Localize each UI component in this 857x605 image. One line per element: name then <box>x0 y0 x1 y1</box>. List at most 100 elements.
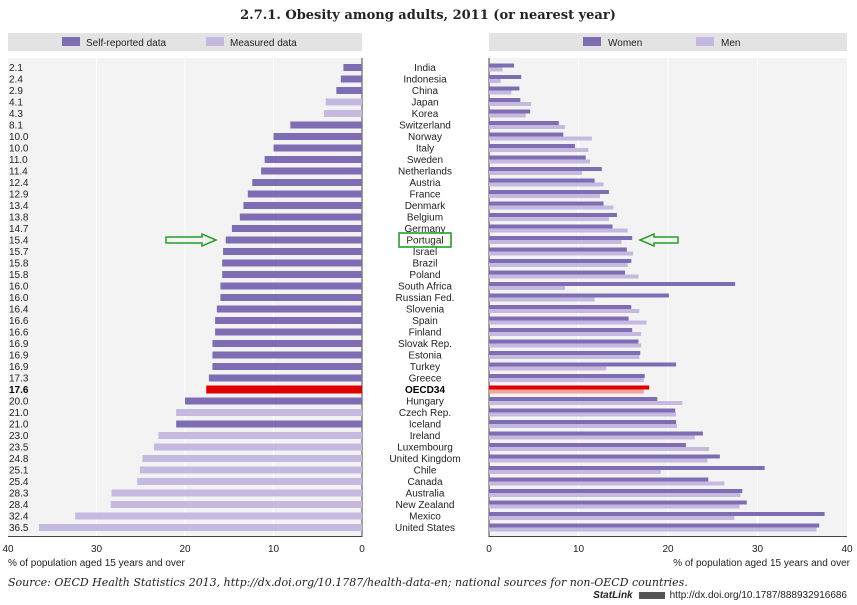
left-value-label: 15.8 <box>9 259 29 270</box>
right-bar-men <box>489 297 595 302</box>
country-label: Spain <box>412 316 438 327</box>
left-value-label: 25.4 <box>9 477 29 488</box>
right-bar-women <box>489 374 645 378</box>
right-bar-women <box>489 247 627 252</box>
left-value-label: 4.3 <box>9 109 23 120</box>
right-axis-title: % of population aged 15 years and over <box>673 558 850 569</box>
right-bar-men <box>489 67 503 72</box>
left-value-label: 28.4 <box>9 500 29 511</box>
left-tick-label: 40 <box>2 544 14 555</box>
left-value-label: 16.4 <box>9 305 29 316</box>
left-value-label: 14.7 <box>9 224 29 235</box>
left-bar <box>216 305 362 313</box>
left-bar <box>139 466 362 474</box>
left-bar <box>208 374 362 382</box>
legend-label-men: Men <box>721 38 740 49</box>
left-value-label: 17.3 <box>9 374 29 385</box>
left-value-label: 24.8 <box>9 454 29 465</box>
portugal-highlight-box <box>398 232 452 248</box>
country-label: United States <box>395 523 455 534</box>
right-bar-women <box>489 362 677 367</box>
legend-label-women: Women <box>608 38 642 49</box>
source-text: OECD Health Statistics 2013, http://dx.d… <box>54 576 688 589</box>
right-bar-women <box>489 443 686 447</box>
left-value-label: 28.3 <box>9 489 29 500</box>
left-value-label: 23.0 <box>9 431 29 442</box>
left-bar <box>154 443 362 451</box>
left-value-label: 10.0 <box>9 132 29 143</box>
left-bar <box>247 190 362 198</box>
right-bar-men <box>489 171 583 175</box>
statlink-url[interactable]: http://dx.doi.org/10.1787/888932916686 <box>669 590 847 601</box>
right-bar-women <box>489 512 825 516</box>
left-bar <box>252 179 362 186</box>
right-bar-men <box>489 401 683 405</box>
left-value-label: 16.0 <box>9 293 29 304</box>
legend-label-measured: Measured data <box>230 38 297 49</box>
right-bar-women <box>489 270 626 275</box>
left-bar <box>323 110 362 117</box>
left-bar <box>239 213 362 221</box>
country-label: Hungary <box>406 397 444 408</box>
left-arrow-icon <box>165 232 218 248</box>
right-bar-men <box>489 205 614 210</box>
right-bar-men <box>489 263 628 267</box>
left-tick-label: 20 <box>179 544 191 555</box>
right-bar-men <box>489 136 592 141</box>
right-bar-men <box>489 102 532 106</box>
left-value-label: 13.8 <box>9 213 29 224</box>
right-bar-men <box>489 79 501 83</box>
right-bar-men <box>489 435 695 440</box>
left-bar <box>290 121 362 129</box>
statlink[interactable]: StatLink http://dx.doi.org/10.1787/888932… <box>593 590 847 601</box>
right-bar-men <box>489 378 644 382</box>
left-bar <box>38 524 362 531</box>
right-bar-men <box>489 274 639 279</box>
country-label: Switzerland <box>399 121 451 132</box>
country-label: India <box>414 63 436 74</box>
country-label: Luxembourg <box>397 443 453 454</box>
left-value-label: 16.6 <box>9 316 29 327</box>
right-bar-women <box>489 523 820 528</box>
right-bar-women <box>489 259 632 263</box>
right-bar-women <box>489 86 520 91</box>
left-value-label: 15.8 <box>9 270 29 281</box>
right-bar-women <box>489 282 736 286</box>
right-bar-men <box>489 309 640 313</box>
left-value-label: 16.6 <box>9 328 29 339</box>
right-bar-men <box>489 424 677 428</box>
right-bar-men <box>489 412 677 417</box>
country-label: Brazil <box>412 259 437 270</box>
right-bar-women <box>489 500 747 505</box>
country-label: New Zealand <box>396 500 455 511</box>
right-bar-women <box>489 155 586 160</box>
right-bar-women <box>489 293 669 298</box>
right-bar-women <box>489 213 617 217</box>
left-bar <box>243 202 362 209</box>
country-label: Germany <box>404 224 445 235</box>
country-label: Iceland <box>409 420 441 431</box>
right-bar-men <box>489 447 710 451</box>
left-value-label: 32.4 <box>9 512 29 523</box>
left-value-label: 2.4 <box>9 75 23 86</box>
left-value-label: 13.4 <box>9 201 29 212</box>
right-bar-women <box>489 431 703 436</box>
country-label: Russian Fed. <box>396 293 455 304</box>
right-tick-label: 10 <box>573 544 585 555</box>
country-label: Czech Rep. <box>399 408 451 419</box>
right-bar-men <box>489 159 591 164</box>
statlink-logo-icon <box>638 591 665 599</box>
left-bar <box>158 432 362 439</box>
right-bar-men <box>489 389 644 394</box>
left-axis-title: % of population aged 15 years and over <box>8 558 185 569</box>
right-bar-women <box>489 132 564 137</box>
right-tick-label: 20 <box>662 544 674 555</box>
right-bar-women <box>489 236 633 240</box>
legend-swatch-self-reported <box>62 37 80 46</box>
right-bar-men <box>489 481 725 486</box>
right-bar-men <box>489 217 609 221</box>
right-bar-men <box>489 148 589 152</box>
left-bar <box>220 282 362 290</box>
left-legend-background <box>8 33 362 51</box>
left-bar <box>176 420 362 428</box>
